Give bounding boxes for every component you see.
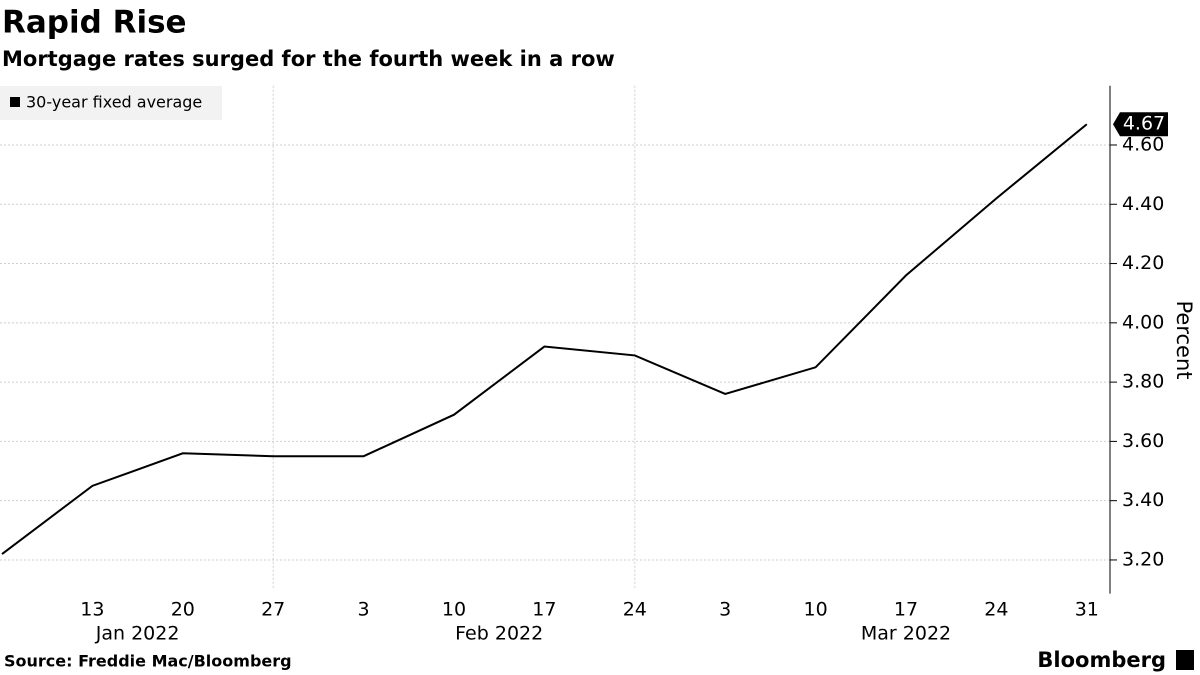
brand-icon	[1176, 650, 1194, 670]
y-tick-label: 3.80	[1122, 371, 1164, 393]
line-series	[1, 123, 1088, 555]
x-tick-label: 3	[719, 599, 731, 621]
x-tick-label: 27	[261, 599, 285, 621]
x-tick-label: 3	[358, 599, 370, 621]
x-tick-label: 17	[894, 599, 918, 621]
source: Source: Freddie Mac/Bloomberg	[4, 652, 292, 671]
y-tick-label: 4.60	[1122, 133, 1164, 155]
x-tick-label: 31	[1075, 599, 1099, 621]
y-tick-label: 3.20	[1122, 548, 1164, 570]
y-tick-label: 4.00	[1122, 311, 1164, 333]
legend-label: 30-year fixed average	[26, 93, 202, 112]
month-label: Feb 2022	[455, 623, 543, 645]
chart-subtitle: Mortgage rates surged for the fourth wee…	[2, 47, 615, 71]
y-tick-label: 3.40	[1122, 489, 1164, 511]
legend-box	[0, 86, 222, 120]
x-tick-label: 24	[623, 599, 647, 621]
value-label: 4.67	[1123, 113, 1165, 135]
y-tick-label: 3.60	[1122, 430, 1164, 452]
x-tick-label: 10	[442, 599, 466, 621]
month-label: Mar 2022	[861, 623, 951, 645]
value-label-box	[1113, 112, 1168, 137]
x-tick-label: 13	[80, 599, 104, 621]
y-tick-label: 4.40	[1122, 193, 1164, 215]
y-tick-label: 4.20	[1122, 252, 1164, 274]
x-tick-label: 10	[804, 599, 828, 621]
month-label: Jan 2022	[95, 623, 180, 645]
brand: Bloomberg	[1037, 648, 1166, 672]
x-tick-label: 20	[171, 599, 195, 621]
x-tick-label: 24	[984, 599, 1008, 621]
x-tick-label: 17	[532, 599, 556, 621]
legend-swatch	[10, 97, 20, 107]
y-axis-label: Percent	[1172, 300, 1196, 379]
chart-title: Rapid Rise	[2, 5, 187, 41]
